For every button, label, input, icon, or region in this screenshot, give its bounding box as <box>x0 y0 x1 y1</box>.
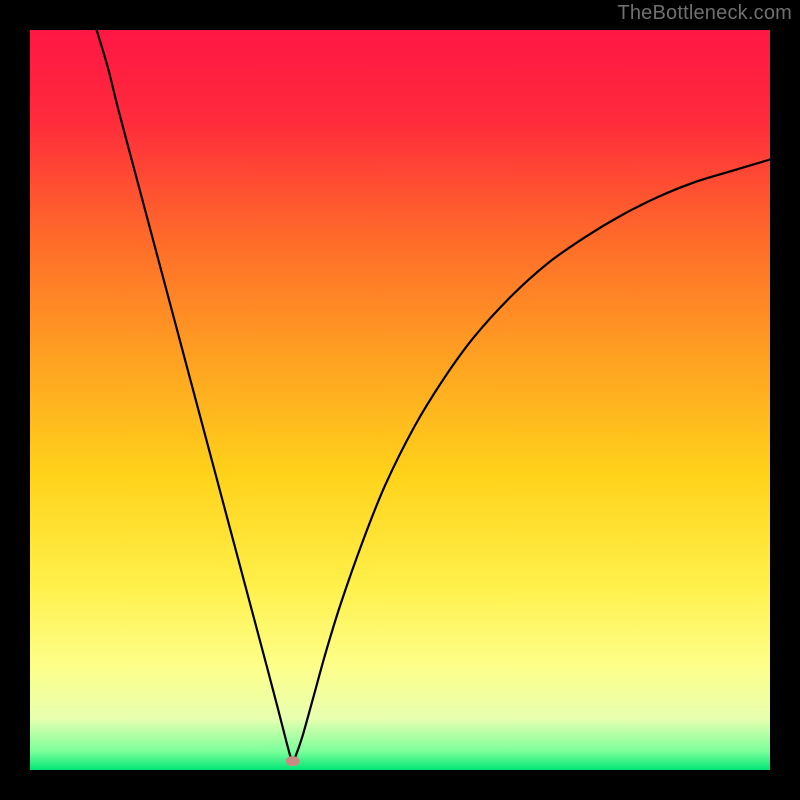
plot-area <box>30 30 770 770</box>
gradient-background <box>30 30 770 770</box>
chart-container: TheBottleneck.com <box>0 0 800 800</box>
optimal-point-marker <box>286 756 300 766</box>
attribution-text: TheBottleneck.com <box>617 2 792 25</box>
bottleneck-curve-chart <box>30 30 770 770</box>
